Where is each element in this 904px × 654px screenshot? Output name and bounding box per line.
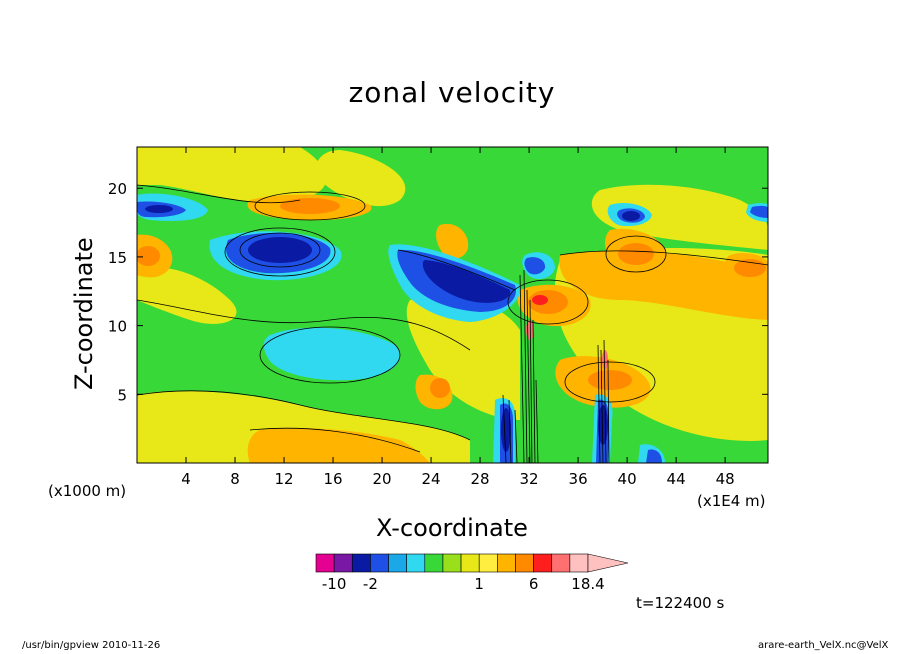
dark-orange-core	[430, 378, 450, 398]
dark-orange-core	[618, 243, 654, 265]
yellow-region	[316, 150, 406, 207]
colorbar-swatch	[497, 553, 516, 573]
orange-region	[559, 250, 768, 320]
colorbar-label: 1	[474, 575, 484, 593]
x-unit-left: (x1000 m)	[48, 482, 127, 500]
x-tick-label: 40	[618, 470, 637, 488]
dark-orange-core	[280, 198, 340, 214]
orange-region	[436, 223, 469, 259]
colorbar-swatch	[333, 553, 353, 573]
navy-core	[248, 237, 312, 263]
x-axis-label: X-coordinate	[376, 514, 528, 542]
x-ticks: 4 8 12 16 20 24 28 32 36 40 44 48	[181, 147, 735, 488]
yellow-region	[137, 147, 327, 203]
colorbar-swatch	[315, 553, 335, 573]
colorbar-swatch	[515, 553, 534, 573]
time-annotation: t=122400 s	[636, 594, 725, 612]
dark-orange-core	[588, 370, 632, 390]
colorbar-swatch	[478, 553, 498, 573]
pink-spot	[602, 350, 608, 370]
red-core	[532, 295, 548, 305]
colorbar-swatch	[351, 553, 371, 573]
x-tick-label: 4	[181, 470, 191, 488]
colorbar-swatch	[569, 553, 589, 573]
navy-core	[622, 211, 640, 221]
colorbar-swatch	[460, 553, 480, 573]
x-tick-label: 48	[716, 470, 735, 488]
velocity-field	[137, 147, 768, 463]
yellow-region	[137, 267, 237, 324]
colorbar-swatch	[533, 553, 553, 573]
x-tick-label: 24	[422, 470, 441, 488]
x-tick-label: 16	[323, 470, 342, 488]
footer-left: /usr/bin/gpview 2010-11-26	[22, 640, 161, 651]
yellow-region	[591, 184, 768, 250]
colorbar-swatch	[442, 553, 462, 573]
plot-frame	[136, 146, 769, 464]
navy-core	[422, 260, 511, 303]
dark-orange-core	[734, 259, 766, 277]
chart-title: zonal velocity	[348, 76, 556, 109]
x-unit-right: (x1E4 m)	[697, 492, 766, 510]
colorbar-extension	[587, 553, 629, 573]
dark-orange-core	[137, 246, 160, 266]
x-tick-label: 36	[569, 470, 588, 488]
colorbar-swatch	[551, 553, 571, 573]
y-tick-label: 20	[108, 180, 127, 198]
blue-region	[524, 257, 546, 275]
x-tick-label: 8	[230, 470, 240, 488]
x-tick-label: 20	[373, 470, 392, 488]
y-tick-label: 5	[117, 386, 127, 404]
navy-core	[501, 408, 511, 452]
x-tick-label: 32	[520, 470, 539, 488]
orange-region	[247, 428, 430, 463]
cyan-region	[263, 327, 400, 381]
blue-region	[646, 449, 662, 463]
yellow-region	[406, 296, 520, 420]
footer-right: arare-earth_VelX.nc@VelX	[758, 640, 889, 651]
colorbar-label: 18.4	[571, 575, 604, 593]
x-tick-label: 28	[471, 470, 490, 488]
colorbar-swatch	[424, 553, 444, 573]
y-tick-label: 15	[108, 249, 127, 267]
y-tick-label: 10	[108, 318, 127, 336]
y-ticks: 5 10 15 20	[108, 180, 768, 404]
navy-core	[145, 205, 173, 213]
colorbar-swatch	[388, 553, 407, 573]
colorbar-label: -10	[322, 575, 347, 593]
y-axis-label: Z-coordinate	[70, 237, 98, 390]
x-tick-label: 44	[667, 470, 686, 488]
mountain-contours	[502, 269, 610, 463]
blue-region	[750, 205, 768, 218]
colorbar-swatch	[406, 553, 426, 573]
contour-lines	[137, 184, 768, 453]
colorbar-label: -2	[363, 575, 378, 593]
colorbar-label: 6	[529, 575, 539, 593]
x-tick-label: 12	[274, 470, 293, 488]
colorbar: -10 -2 1 6 18.4	[315, 553, 629, 593]
colorbar-swatch	[370, 553, 389, 573]
